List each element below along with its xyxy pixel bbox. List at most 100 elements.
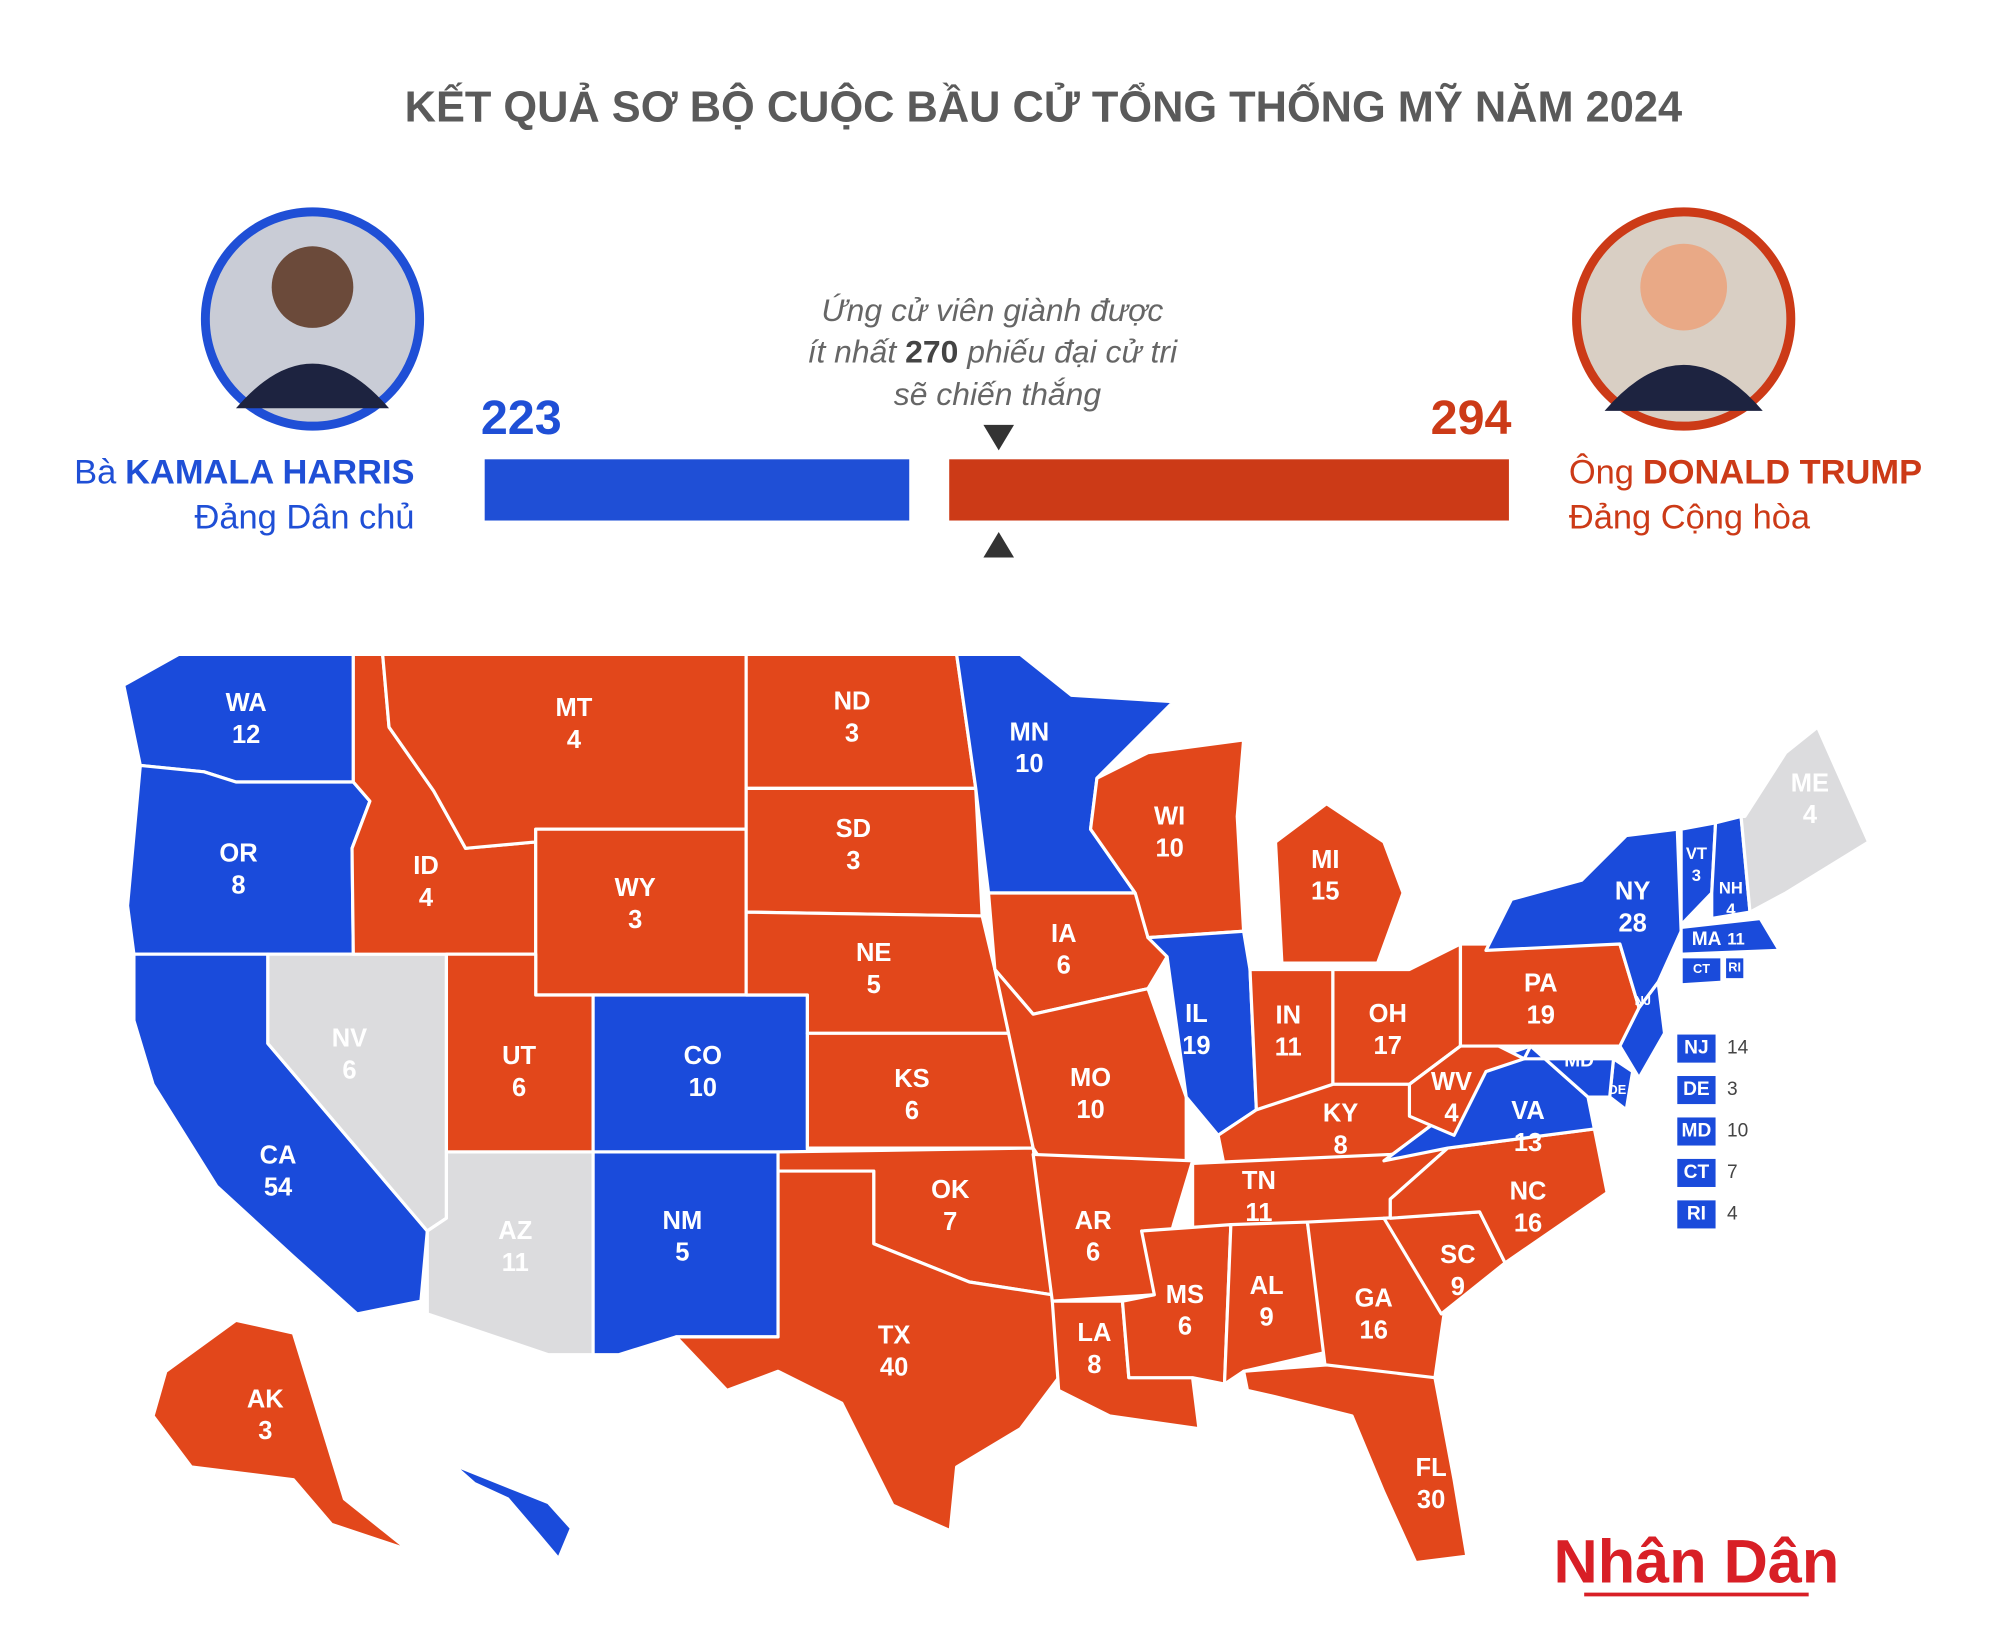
state-code: OR	[219, 839, 257, 867]
state-votes: 6	[342, 1056, 356, 1084]
state-votes: 10	[1155, 834, 1183, 862]
state-votes: 4	[1444, 1100, 1459, 1128]
state-code: MT	[556, 694, 593, 722]
legend-swatch	[1677, 1117, 1716, 1146]
state-votes: 6	[905, 1097, 919, 1125]
state-code: MA	[1692, 929, 1722, 950]
state-votes: 10	[689, 1074, 717, 1102]
state-code: OH	[1369, 1000, 1407, 1028]
legend-code: DE	[1683, 1079, 1710, 1100]
state-code: CO	[684, 1042, 722, 1070]
state-votes: 11	[1727, 930, 1745, 949]
legend-votes: 3	[1727, 1079, 1738, 1100]
state-votes: 4	[419, 884, 434, 912]
state-votes: 4	[571, 1490, 586, 1518]
state-votes: 6	[1086, 1239, 1100, 1267]
name: DONALD TRUMP	[1643, 454, 1922, 492]
state	[1242, 1363, 1469, 1565]
state-votes: 5	[867, 971, 881, 999]
party: Đảng Dân chủ	[194, 498, 414, 536]
state	[993, 967, 1188, 1169]
state	[151, 1318, 410, 1552]
state-code: PA	[1524, 970, 1558, 998]
state-votes: 6	[1057, 952, 1071, 980]
state	[1679, 916, 1781, 956]
photo-figure	[1604, 364, 1763, 411]
state-votes: 17	[1374, 1032, 1402, 1060]
state-code: WV	[1431, 1068, 1472, 1096]
photo-figure	[235, 363, 390, 409]
legend-swatch	[1677, 1200, 1716, 1229]
prefix: Bà	[74, 454, 117, 492]
state-code: ID	[413, 852, 439, 880]
state-votes: 11	[1275, 1033, 1302, 1061]
state-code: ME	[1791, 769, 1829, 797]
state	[674, 1169, 1061, 1533]
state	[1522, 1044, 1616, 1099]
state-code: NC	[1510, 1177, 1547, 1205]
state-code: VT	[1686, 844, 1707, 863]
note-text: ít nhất	[808, 334, 898, 370]
logo: Nhân Dân	[1554, 1528, 1840, 1596]
state-code: CT	[1693, 961, 1710, 976]
candidate-name: Bà KAMALA HARRIS	[74, 454, 414, 492]
state-code: AR	[1075, 1207, 1112, 1235]
state-votes: 28	[1618, 910, 1646, 938]
state-votes: 4	[567, 726, 582, 754]
vote-total: 294	[1431, 391, 1512, 445]
state-votes: 8	[1333, 1132, 1347, 1160]
legend-code: RI	[1687, 1203, 1706, 1224]
state-code: LA	[1077, 1319, 1111, 1347]
note-line: sẽ chiến thắng	[894, 376, 1102, 412]
state-code: NJ	[1635, 993, 1651, 1008]
threshold-marker	[983, 532, 1015, 558]
state-code: KS	[894, 1065, 929, 1093]
state	[1739, 725, 1871, 914]
state-code: VA	[1511, 1097, 1545, 1125]
legend-code: CT	[1684, 1162, 1710, 1183]
legend-votes: 10	[1727, 1121, 1748, 1142]
state-votes: 6	[1178, 1313, 1192, 1341]
state-code: AL	[1250, 1272, 1284, 1300]
state-votes: 13	[1514, 1129, 1542, 1157]
legend-votes: 7	[1727, 1162, 1738, 1183]
state-code: IA	[1051, 920, 1077, 948]
state-code: NE	[856, 939, 891, 967]
state-votes: 19	[1527, 1001, 1555, 1029]
state	[451, 1462, 574, 1561]
title: KẾT QUẢ SƠ BỘ CUỘC BẦU CỬ TỔNG THỐNG MỸ …	[405, 81, 1682, 131]
state-votes: 3	[258, 1417, 272, 1445]
state-code: TN	[1242, 1167, 1276, 1195]
state-votes: 8	[1087, 1351, 1101, 1379]
state-votes: 16	[1360, 1316, 1388, 1344]
name: KAMALA HARRIS	[125, 454, 414, 492]
state	[1710, 814, 1752, 921]
state-votes: 9	[1451, 1273, 1465, 1301]
state-votes: 4	[1803, 801, 1818, 829]
state	[1618, 980, 1667, 1080]
photo-figure	[1640, 243, 1728, 331]
state-votes: 16	[1514, 1209, 1542, 1237]
prefix: Ông	[1569, 453, 1634, 492]
state-code: IL	[1185, 1000, 1208, 1028]
state-votes: 10	[1076, 1096, 1104, 1124]
state-code: SD	[836, 815, 871, 843]
state-votes: 19	[1182, 1032, 1210, 1060]
state	[744, 652, 978, 790]
state-votes: 15	[1311, 878, 1339, 906]
state	[1484, 827, 1683, 1010]
map: WA12OR8CA54NV6ID4MT4WY3UT6AZ11CO10NM5ND3…	[122, 652, 1871, 1565]
state-code: MD	[1564, 1050, 1594, 1071]
note-line: Ứng cử viên giành được	[821, 292, 1163, 328]
legend-code: MD	[1682, 1121, 1712, 1142]
state-code: OK	[931, 1176, 970, 1204]
note-line: ít nhất 270 phiếu đại cử tri	[808, 334, 1178, 370]
legend-swatch	[1677, 1034, 1716, 1063]
state	[1679, 955, 1724, 987]
state-code: NH	[1719, 879, 1743, 898]
candidate-name: Ông DONALD TRUMP	[1569, 453, 1922, 492]
state-votes: 4	[1726, 900, 1736, 919]
party: Đảng Cộng hòa	[1569, 498, 1811, 536]
vote-total: 223	[481, 391, 562, 445]
